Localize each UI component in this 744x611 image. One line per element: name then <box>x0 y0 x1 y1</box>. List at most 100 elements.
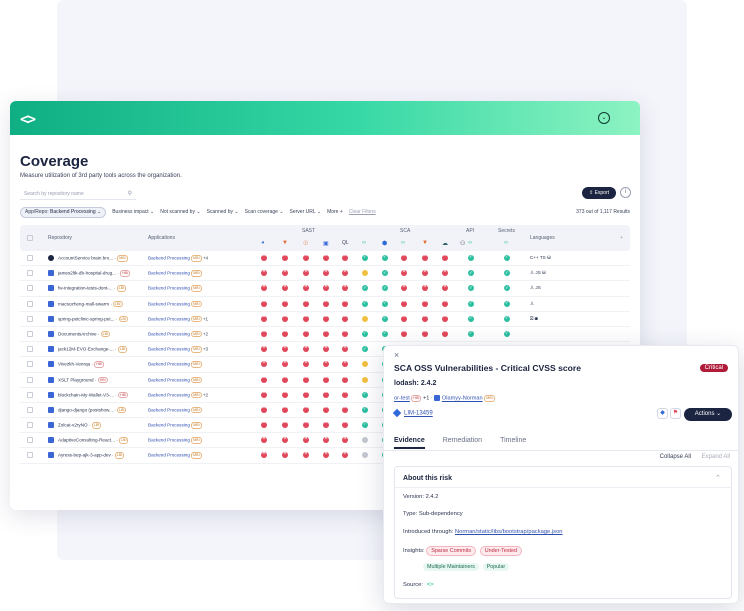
scan-status-icon[interactable] <box>442 329 448 337</box>
col-languages[interactable]: Languages <box>530 235 555 241</box>
filter-not-scanned-by[interactable]: Not scanned by ⌄ <box>160 209 201 215</box>
scan-status-icon[interactable] <box>303 375 309 383</box>
scan-status-icon[interactable] <box>401 253 407 261</box>
scan-status-icon[interactable] <box>282 375 288 383</box>
scan-status-icon[interactable] <box>362 270 368 277</box>
scan-status-icon[interactable] <box>382 270 388 277</box>
filter-server-url[interactable]: Server URL ⌄ <box>289 209 322 215</box>
row-checkbox[interactable] <box>27 452 33 459</box>
table-row[interactable]: AccountService brain bro... · MBI Backend… <box>20 251 630 267</box>
scan-status-icon[interactable] <box>504 315 510 322</box>
scan-status-icon[interactable] <box>323 314 329 322</box>
scan-status-icon[interactable] <box>323 269 329 277</box>
repo-name[interactable]: django-django (postshow... · LBI <box>58 406 127 414</box>
table-row[interactable]: macsozheng-mall-swarm · LBI Backend Proce… <box>20 297 630 312</box>
table-row[interactable]: Zolcat-v2ryNO · LBI Backend Processing MB… <box>20 418 630 434</box>
scan-status-icon[interactable] <box>261 375 267 383</box>
collapse-all-button[interactable]: Collapse All <box>659 454 691 460</box>
scan-status-icon[interactable] <box>442 269 448 277</box>
scan-status-icon[interactable] <box>362 452 368 459</box>
scan-status-icon[interactable] <box>323 420 329 429</box>
scan-status-icon[interactable] <box>303 253 309 261</box>
scan-status-icon[interactable] <box>468 270 474 277</box>
scan-status-icon[interactable] <box>362 437 368 444</box>
scan-status-icon[interactable] <box>323 299 329 307</box>
repo-name[interactable]: macsozheng-mall-swarm · LBI <box>58 300 123 308</box>
scan-status-icon[interactable] <box>323 405 329 413</box>
table-row[interactable]: spring-petclinic-spring-pet... · LBI Back… <box>20 312 630 327</box>
scan-status-icon[interactable] <box>382 254 388 261</box>
app-name[interactable]: Backend Processing MBI +1 <box>148 315 209 323</box>
scan-status-icon[interactable] <box>323 253 329 261</box>
scan-status-icon[interactable] <box>303 360 309 368</box>
scan-status-icon[interactable] <box>303 390 309 398</box>
scan-status-icon[interactable] <box>303 269 309 277</box>
select-all-checkbox[interactable] <box>27 235 33 241</box>
introduced-link[interactable]: Norman/static/libs/bootstrap/package.jso… <box>454 529 563 535</box>
scan-status-icon[interactable] <box>303 451 309 459</box>
scan-status-icon[interactable] <box>342 451 348 459</box>
export-button[interactable]: ⇪ Export <box>582 187 616 199</box>
scan-status-icon[interactable] <box>323 451 329 459</box>
scan-status-icon[interactable] <box>282 284 288 292</box>
scan-status-icon[interactable] <box>303 420 309 429</box>
scan-status-icon[interactable] <box>342 329 348 337</box>
chevron-up-icon[interactable]: ⌃ <box>715 475 721 482</box>
scan-status-icon[interactable] <box>261 360 267 368</box>
scan-status-icon[interactable] <box>342 436 348 444</box>
scan-status-icon[interactable] <box>303 405 309 413</box>
repo-name[interactable]: AccountService brain bro... · MBI <box>58 255 128 262</box>
scan-status-icon[interactable] <box>282 436 288 444</box>
repo-name[interactable]: DocumentsArchive · LBI <box>58 330 111 338</box>
repo-name[interactable]: james2ltk-db-hospital-drug... · HBI <box>58 270 131 277</box>
scan-status-icon[interactable] <box>342 269 348 277</box>
scan-status-icon[interactable] <box>323 284 329 292</box>
scan-status-icon[interactable] <box>282 329 288 337</box>
actions-button[interactable]: Actions ⌄ <box>684 408 732 421</box>
scan-status-icon[interactable] <box>261 436 267 444</box>
scan-status-icon[interactable] <box>504 270 510 277</box>
repo-name[interactable]: jack12M-EVO-Exchange-... · LBI <box>58 346 128 353</box>
scan-status-icon[interactable] <box>382 285 388 292</box>
scan-status-icon[interactable] <box>342 375 348 383</box>
app-name[interactable]: Backend Processing MBI <box>148 406 202 414</box>
app-name[interactable]: Backend Processing MBI <box>148 452 202 459</box>
scan-status-icon[interactable] <box>261 420 267 429</box>
row-checkbox[interactable] <box>27 270 33 277</box>
scan-status-icon[interactable] <box>303 436 309 444</box>
filter-business-impact[interactable]: Business impact ⌄ <box>112 209 155 215</box>
scan-status-icon[interactable] <box>303 284 309 292</box>
app-name[interactable]: Backend Processing MBI +4 <box>148 255 209 262</box>
scan-status-icon[interactable] <box>261 405 267 413</box>
repo-name[interactable]: spring-petclinic-spring-pet... · LBI <box>58 315 128 323</box>
row-checkbox[interactable] <box>27 361 33 368</box>
scan-status-icon[interactable] <box>342 360 348 368</box>
scan-status-icon[interactable] <box>362 346 368 353</box>
scan-status-icon[interactable] <box>282 314 288 322</box>
column-settings-icon[interactable]: + <box>620 235 623 241</box>
col-repository[interactable]: Repository <box>48 235 72 241</box>
scan-status-icon[interactable] <box>362 421 368 429</box>
scan-status-icon[interactable] <box>261 299 267 307</box>
repo-name[interactable]: XSLT Playground · HBI <box>58 376 108 383</box>
scan-status-icon[interactable] <box>323 375 329 383</box>
scan-status-icon[interactable] <box>261 390 267 398</box>
row-checkbox[interactable] <box>27 406 33 413</box>
scan-status-icon[interactable] <box>323 390 329 398</box>
app-name[interactable]: Backend Processing MBI <box>148 376 202 383</box>
filter-app-repo[interactable]: App/Repo: Backend Processing ⌄ <box>20 206 107 218</box>
scan-status-icon[interactable] <box>504 330 510 337</box>
scan-status-icon[interactable] <box>442 314 448 322</box>
scan-status-icon[interactable] <box>401 284 407 292</box>
scan-status-icon[interactable] <box>401 299 407 307</box>
repo-name[interactable]: blockchain-My-Wallet-V3-... · HBI <box>58 391 129 399</box>
app-name[interactable]: Backend Processing MBI <box>148 285 202 292</box>
scan-status-icon[interactable] <box>422 269 428 277</box>
scan-status-icon[interactable] <box>282 360 288 368</box>
scan-status-icon[interactable] <box>323 345 329 353</box>
scan-status-icon[interactable] <box>442 299 448 307</box>
scan-status-icon[interactable] <box>468 315 474 322</box>
col-applications[interactable]: Applications <box>148 235 175 241</box>
scan-status-icon[interactable] <box>422 299 428 307</box>
scan-status-icon[interactable] <box>261 284 267 292</box>
